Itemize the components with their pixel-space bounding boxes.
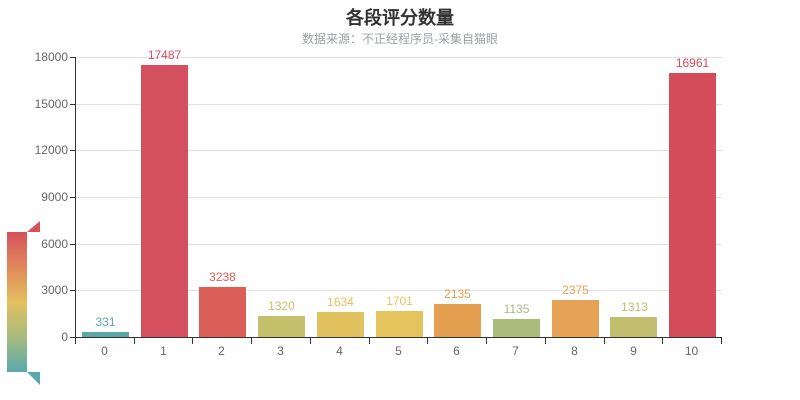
x-axis-tick [604,338,605,344]
y-axis-tick [70,337,75,338]
visualmap-legend [7,221,40,385]
bar[interactable] [493,319,540,337]
x-axis-label: 6 [453,344,460,358]
bar[interactable] [610,317,657,337]
y-gridline [76,103,722,105]
chart-subtitle: 数据来源：不正经程序员-采集自猫眼 [302,32,498,46]
x-axis-tick [75,338,76,344]
bar[interactable] [669,73,716,337]
y-axis-label: 6000 [41,236,68,251]
x-axis-label: 0 [101,344,108,358]
x-axis-tick [192,338,193,344]
bar-value-label: 331 [95,315,116,329]
bar-value-label: 1313 [621,300,648,314]
bar[interactable] [317,312,364,337]
y-gridline [76,290,722,292]
bar-value-label: 1135 [503,302,530,316]
x-axis-tick [310,338,311,344]
bar-value-label: 16961 [675,56,710,70]
x-axis-label: 3 [277,344,284,358]
x-axis-label: 8 [571,344,578,358]
bar-value-label: 1634 [327,295,354,309]
y-axis-tick [70,290,75,292]
y-axis-tick [70,103,75,105]
y-axis-label: 18000 [34,50,68,64]
x-axis-tick [721,338,722,344]
bar-value-label: 3238 [209,270,236,284]
y-gridline [76,150,722,152]
bar-value-label: 17487 [147,48,182,62]
bar-value-label: 2135 [444,287,471,301]
y-axis-label: 3000 [41,283,68,298]
y-axis-tick [70,197,75,198]
y-gridline [76,197,722,198]
y-gridline [76,57,722,58]
visualmap-handle-bottom-icon[interactable] [27,372,40,385]
y-axis-tick [70,243,75,245]
x-axis-label: 2 [218,344,225,358]
bar[interactable] [434,304,481,337]
x-axis-tick [545,338,546,344]
visualmap-gradient-bar[interactable] [7,232,27,372]
x-axis-tick [427,338,428,344]
bar[interactable] [552,300,599,337]
y-axis-label: 12000 [34,143,68,158]
chart-title: 各段评分数量 [346,8,454,28]
x-axis-label: 4 [336,344,343,358]
y-axis-label: 9000 [41,190,68,204]
x-axis-tick [486,338,487,344]
plot-area: 331 17487 3238 1320 1634 1701 2135 1135 2375 1313… [75,49,722,338]
bar[interactable] [258,316,305,337]
x-axis-label: 1 [160,344,167,358]
x-axis-label: 5 [395,344,402,358]
y-gridline [76,243,722,245]
bar-value-label: 1701 [386,294,413,308]
bar-value-label: 1320 [268,299,295,313]
x-axis-tick [662,338,663,344]
bar[interactable] [141,65,188,337]
bar[interactable] [82,332,129,337]
x-axis-tick [134,338,135,344]
bar-value-label: 2375 [562,283,589,297]
y-axis-label: 0 [61,330,68,344]
x-axis-label: 7 [512,344,519,358]
y-axis-label: 15000 [34,96,68,111]
y-axis-tick [70,57,75,58]
x-axis-tick [369,338,370,344]
bar[interactable] [376,311,423,337]
visualmap-handle-top-icon[interactable] [27,221,40,232]
x-axis-label: 9 [630,344,637,358]
x-axis-tick [251,338,252,344]
y-axis-tick [70,150,75,152]
bar[interactable] [199,287,246,337]
x-axis-label: 10 [684,344,699,358]
